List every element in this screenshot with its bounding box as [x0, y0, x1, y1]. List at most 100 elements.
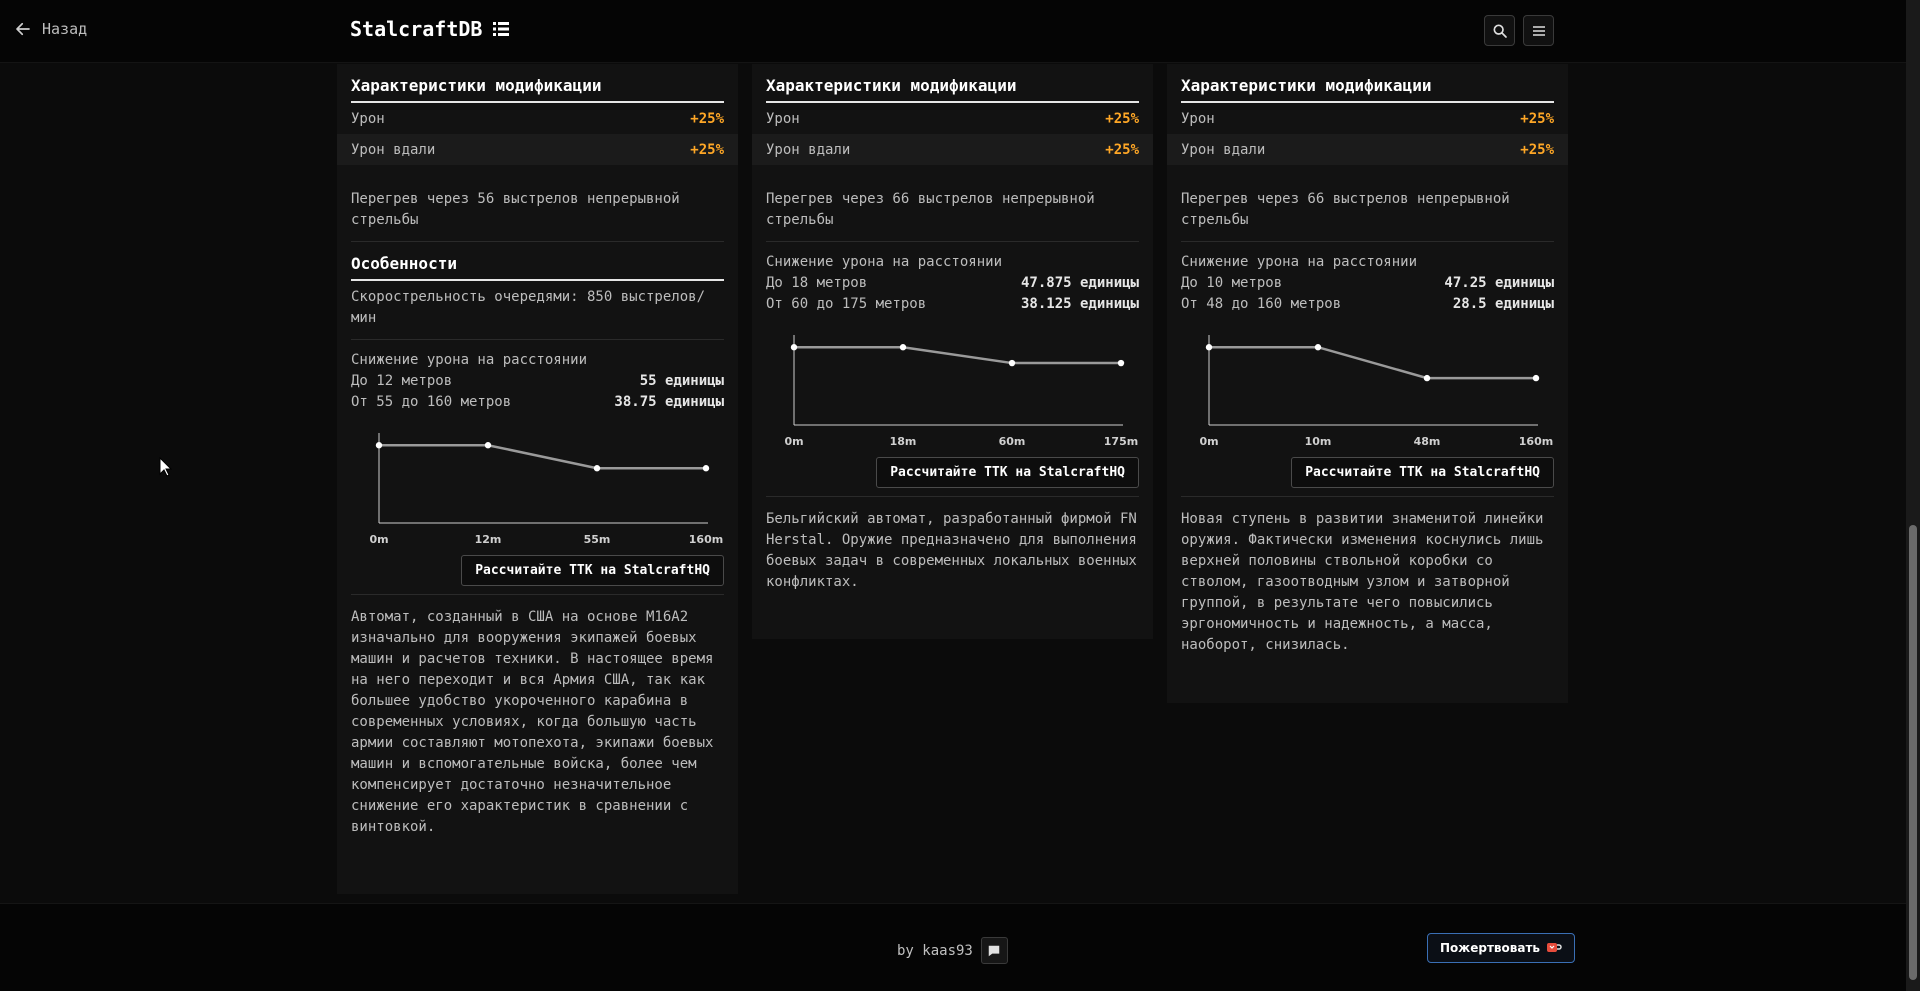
drop-row: До 18 метров 47.875 единицы [766, 273, 1139, 294]
back-link[interactable]: Назад [14, 20, 87, 38]
drop-row-label: До 12 метров [351, 373, 453, 389]
drop-row: От 60 до 175 метров 38.125 единицы [766, 294, 1139, 315]
chart-tick-label: 175m [1104, 435, 1138, 448]
mod-title: Характеристики модификации [351, 64, 724, 103]
scrollbar-thumb[interactable] [1909, 525, 1917, 980]
drop-row-value: 38.125 единицы [1020, 296, 1139, 312]
brand-name: StalcraftDB [350, 17, 483, 41]
chart-point [1117, 359, 1125, 367]
chart-point [593, 465, 601, 472]
drop-row: До 10 метров 47.25 единицы [1181, 273, 1554, 294]
damage-drop-chart: 0m 10m 48m 160m [1199, 335, 1553, 448]
footer-credit: by kaas93 [897, 937, 1008, 964]
footer-author: by kaas93 [897, 942, 973, 959]
top-header: Назад StalcraftDB [0, 0, 1906, 63]
chart-tick-label: 10m [1305, 435, 1332, 448]
drop-row-label: От 48 до 160 метров [1181, 296, 1342, 312]
overheat-text: Перегрев через 66 выстрелов непрерывной … [766, 191, 1095, 228]
drop-row-label: От 60 до 175 метров [766, 296, 927, 312]
arrow-left-icon [16, 22, 30, 36]
chart-tick-label: 0m [369, 533, 388, 546]
chart-series-line [379, 443, 706, 470]
drop-row-value: 38.75 единицы [614, 394, 724, 410]
chart-tick-label: 0m [784, 435, 803, 448]
database-icon [493, 22, 510, 36]
menu-button[interactable] [1523, 15, 1554, 46]
drop-row-value: 47.875 единицы [1020, 275, 1139, 291]
stat-value: +25% [1520, 141, 1554, 158]
search-button[interactable] [1484, 15, 1515, 46]
chart-series-line [1209, 345, 1536, 380]
search-icon [1493, 24, 1507, 38]
weapon-description: Новая ступень в развитии знаменитой лине… [1181, 511, 1544, 653]
ttk-calc-button[interactable]: Рассчитайте TTK на StalcraftHQ [876, 457, 1139, 488]
stat-value: +25% [1105, 110, 1139, 127]
coffee-cup-icon [1546, 943, 1562, 952]
chart-point [790, 344, 798, 351]
damage-drop-chart: 0m 18m 60m 175m [784, 335, 1138, 448]
page-footer: by kaas93 Пожертвовать [0, 903, 1906, 991]
stat-row-far-damage: Урон вдали +25% [337, 134, 738, 165]
chart-tick-label: 160m [689, 533, 723, 546]
scrollbar[interactable] [1906, 0, 1920, 991]
drop-title: Снижение урона на расстоянии [1181, 254, 1418, 270]
feature-text: Скорострельность очередями: 850 выстрело… [351, 289, 706, 326]
features-title: Особенности [351, 242, 724, 281]
stat-label: Урон [1181, 110, 1215, 127]
stat-label: Урон вдали [766, 141, 851, 158]
back-label: Назад [42, 20, 88, 38]
donate-button[interactable]: Пожертвовать [1427, 933, 1575, 963]
ttk-calc-button[interactable]: Рассчитайте TTK на StalcraftHQ [1291, 457, 1554, 488]
weapon-card-1: Характеристики модификации Урон +25% Уро… [337, 64, 738, 894]
stat-label: Урон [766, 110, 800, 127]
drop-row-label: От 55 до 160 метров [351, 394, 512, 410]
stat-label: Урон вдали [1181, 141, 1266, 158]
stat-row-damage: Урон +25% [337, 103, 738, 134]
chart-tick-label: 0m [1199, 435, 1218, 448]
stat-value: +25% [1105, 141, 1139, 158]
divider [766, 241, 1139, 242]
chart-tick-label: 48m [1414, 435, 1441, 448]
damage-drop-chart: 0m 12m 55m 160m [369, 433, 723, 546]
chat-button[interactable] [980, 937, 1008, 964]
chart-point [1532, 374, 1540, 382]
chart-point [1008, 359, 1016, 367]
chart-point [702, 465, 710, 472]
divider [1181, 241, 1554, 242]
donate-label: Пожертвовать [1440, 941, 1540, 955]
chart-tick-label: 12m [475, 533, 502, 546]
drop-row: От 55 до 160 метров 38.75 единицы [351, 392, 724, 413]
overheat-text: Перегрев через 66 выстрелов непрерывной … [1181, 191, 1510, 228]
drop-title: Снижение урона на расстоянии [766, 254, 1003, 270]
stat-value: +25% [690, 141, 724, 158]
drop-row-label: До 10 метров [1181, 275, 1283, 291]
weapon-card-3: Характеристики модификации Урон +25% Уро… [1167, 64, 1568, 703]
stat-label: Урон вдали [351, 141, 436, 158]
mod-title: Характеристики модификации [766, 64, 1139, 103]
stat-row-damage: Урон +25% [1167, 103, 1568, 134]
mouse-cursor-icon [159, 457, 173, 477]
chart-tick-label: 55m [584, 533, 611, 546]
chart-point [899, 344, 907, 351]
chart-tick-label: 18m [890, 435, 917, 448]
divider [351, 594, 724, 595]
mod-title: Характеристики модификации [1181, 64, 1554, 103]
stat-value: +25% [1520, 110, 1554, 127]
ttk-calc-button[interactable]: Рассчитайте TTK на StalcraftHQ [461, 555, 724, 586]
divider [1181, 496, 1554, 497]
stat-label: Урон [351, 110, 385, 127]
weapon-description: Автомат, созданный в США на основе M16A2… [351, 609, 714, 835]
drop-row-value: 55 единицы [639, 373, 724, 389]
chart-point [1314, 344, 1322, 351]
stat-row-damage: Урон +25% [752, 103, 1153, 134]
chart-point [484, 442, 492, 449]
drop-row-value: 28.5 единицы [1452, 296, 1554, 312]
divider [351, 339, 724, 340]
stat-value: +25% [690, 110, 724, 127]
drop-row-value: 47.25 единицы [1444, 275, 1554, 291]
brand-logo[interactable]: StalcraftDB [350, 17, 510, 41]
stat-row-far-damage: Урон вдали +25% [752, 134, 1153, 165]
overheat-text: Перегрев через 56 выстрелов непрерывной … [351, 191, 680, 228]
chart-point [1423, 374, 1431, 382]
hamburger-icon [1532, 25, 1545, 36]
